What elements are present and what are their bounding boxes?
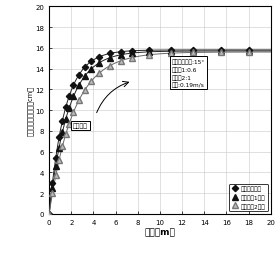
Line: トレーラ2軌跡: トレーラ2軌跡 [46,50,251,216]
Line: トレーラ1軌跡: トレーラ1軌跡 [46,49,251,216]
トレーラ2軌跡 [169,52,173,55]
トラクタ軌跡 [77,74,81,77]
トレーラ1軌跡 [247,50,250,53]
Legend: トラクタ軌跡, トレーラ1軌跡, トレーラ2軌跡: トラクタ軌跡, トレーラ1軌跡, トレーラ2軌跡 [229,184,268,211]
トレーラ2軌跡 [51,192,54,195]
トラクタ軌跡 [83,67,86,70]
Y-axis label: 基準線からの距離（cm）: 基準線からの距離（cm） [27,86,34,136]
トレーラ1軌跡 [90,68,93,71]
トレーラ1軌跡 [97,62,101,65]
トラクタ軌跡 [130,50,134,53]
トレーラ2軌跡 [130,57,134,60]
Text: トラクタ偶角:15°
ゲイン1:0.6
ゲイン2:1
速度:0.19m/s: トラクタ偶角:15° ゲイン1:0.6 ゲイン2:1 速度:0.19m/s [172,59,206,88]
トラクタ軌跡 [72,84,75,87]
トレーラ2軌跡 [192,52,195,55]
トレーラ2軌跡 [47,212,51,215]
トラクタ軌跡 [57,136,61,139]
トレーラ1軌跡 [64,118,67,121]
トラクタ軌跡 [120,51,123,54]
トレーラ1軌跡 [120,54,123,57]
トレーラ2軌跡 [61,145,64,148]
X-axis label: 距離（m）: 距離（m） [144,228,175,236]
トラクタ軌跡 [247,49,250,52]
トラクタ軌跡 [97,56,101,59]
トレーラ2軌跡 [97,73,101,76]
トレーラ2軌跡 [247,51,250,54]
トレーラ1軌跡 [130,52,134,55]
トレーラ1軌跡 [83,76,86,79]
Text: 進行方向: 進行方向 [73,123,88,129]
トラクタ軌跡 [61,120,64,123]
トレーラ2軌跡 [54,174,57,177]
トレーラ2軌跡 [67,123,71,126]
トレーラ1軌跡 [67,107,71,110]
トレーラ1軌跡 [108,57,112,60]
トラクタ軌跡 [67,96,71,99]
トレーラ1軌跡 [72,96,75,99]
トラクタ軌跡 [169,49,173,52]
Line: トラクタ軌跡: トラクタ軌跡 [47,49,251,216]
トレーラ1軌跡 [219,50,223,53]
トレーラ1軌跡 [47,212,51,215]
トラクタ軌跡 [47,212,51,215]
トレーラ1軌跡 [51,186,54,189]
トレーラ2軌跡 [147,54,151,57]
トラクタ軌跡 [90,61,93,64]
トレーラ1軌跡 [54,165,57,168]
トレーラ2軌跡 [57,159,61,162]
トレーラ2軌跡 [83,89,86,92]
トラクタ軌跡 [219,49,223,52]
トレーラ2軌跡 [72,111,75,114]
トラクタ軌跡 [54,156,57,160]
トレーラ1軌跡 [169,51,173,54]
トラクタ軌跡 [64,106,67,109]
トレーラ1軌跡 [147,51,151,54]
トラクタ軌跡 [147,50,151,53]
トレーラ1軌跡 [77,84,81,87]
トラクタ軌跡 [108,53,112,56]
トレーラ2軌跡 [77,99,81,102]
トレーラ2軌跡 [219,51,223,54]
トラクタ軌跡 [51,181,54,184]
トレーラ1軌跡 [57,147,61,150]
トラクタ軌跡 [192,49,195,52]
トレーラ2軌跡 [108,65,112,68]
トレーラ2軌跡 [90,81,93,84]
トレーラ1軌跡 [192,50,195,53]
トレーラ1軌跡 [61,131,64,134]
トレーラ2軌跡 [64,133,67,136]
トレーラ2軌跡 [120,60,123,63]
